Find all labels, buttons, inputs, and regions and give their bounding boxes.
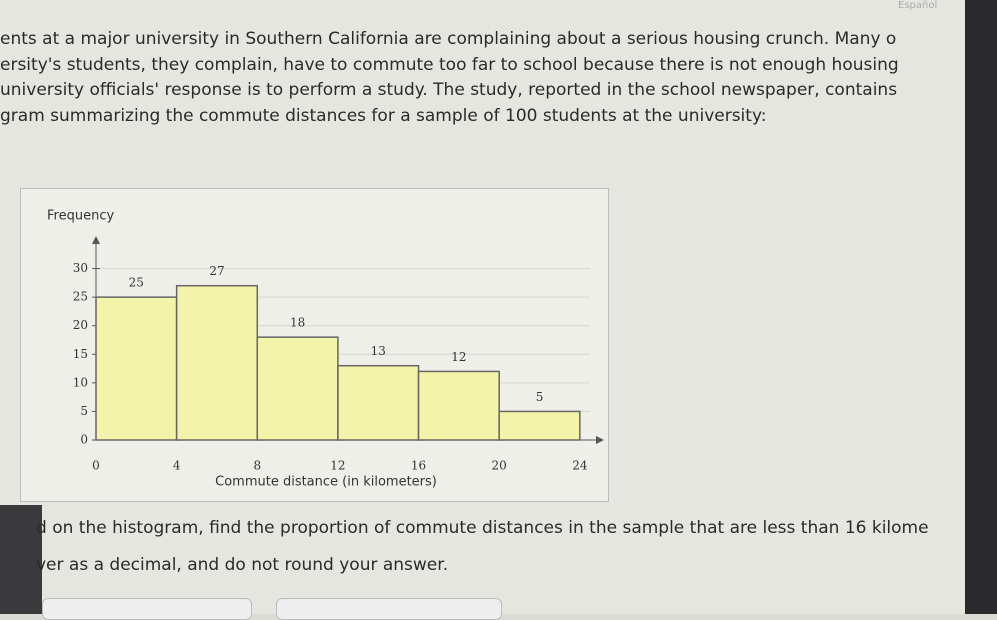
question-line: d on the histogram, find the proportion …: [36, 518, 929, 538]
y-tick-label: 10: [73, 375, 88, 389]
y-tick-label: 0: [80, 433, 88, 447]
y-tick-label: 5: [80, 404, 88, 418]
x-tick-label: 4: [173, 459, 181, 473]
question-line: ver as a decimal, and do not round your …: [36, 555, 449, 575]
paragraph-line: ents at a major university in Southern C…: [0, 29, 897, 49]
x-tick-label: 8: [253, 459, 261, 473]
data-label: 18: [290, 316, 305, 330]
data-label: 27: [209, 264, 224, 278]
x-tick-label: 12: [330, 459, 345, 473]
bezel: [0, 505, 42, 614]
y-tick-label: 15: [73, 347, 88, 361]
paragraph-line: university officials' response is to per…: [0, 80, 898, 100]
data-label: 12: [451, 350, 466, 364]
y-tick-label: 25: [73, 290, 88, 304]
x-tick-label: 20: [492, 459, 507, 473]
bar: [417, 370, 500, 441]
bar: [256, 336, 339, 441]
y-tick-label: 20: [73, 318, 88, 332]
y-axis-label: Frequency: [47, 209, 114, 224]
x-tick-label: 0: [92, 459, 100, 473]
language-link[interactable]: Español: [898, 0, 938, 11]
y-tick-label: 30: [73, 261, 88, 275]
data-label: 13: [371, 344, 386, 358]
x-tick-label: 16: [411, 459, 426, 473]
bar: [175, 284, 259, 441]
data-label: 25: [129, 276, 144, 290]
bar: [498, 410, 581, 441]
x-tick-label: 24: [572, 459, 588, 473]
data-label: 5: [536, 390, 544, 404]
bar: [337, 364, 420, 441]
answer-field[interactable]: [42, 598, 252, 620]
bezel: [965, 0, 997, 614]
paragraph-line: ersity's students, they complain, have t…: [0, 55, 899, 75]
answer-field[interactable]: [276, 598, 502, 620]
paragraph-line: gram summarizing the commute distances f…: [0, 106, 767, 126]
bar: [95, 296, 178, 441]
x-axis-label: Commute distance (in kilometers): [215, 475, 437, 490]
